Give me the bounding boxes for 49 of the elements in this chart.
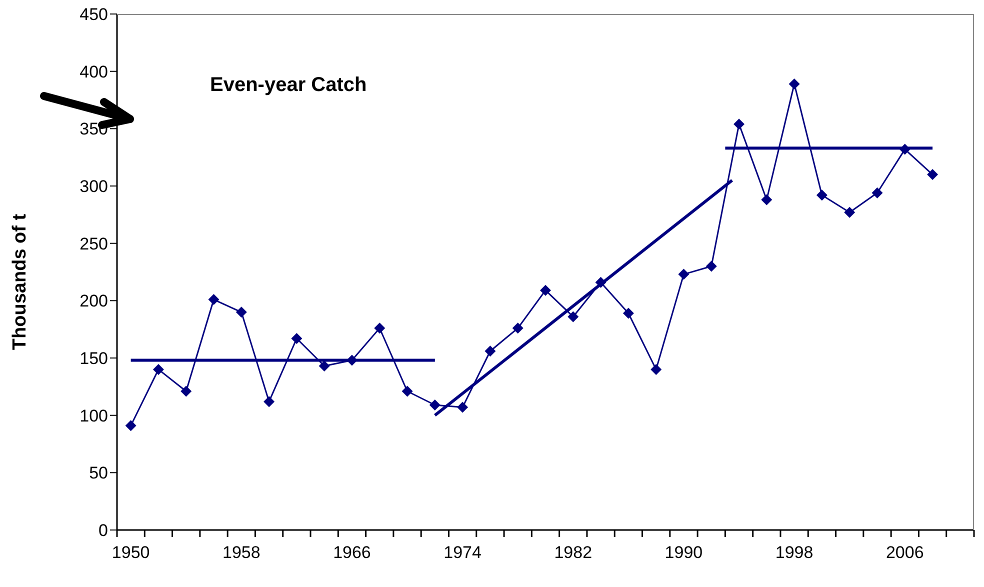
y-tick-label: 300 (80, 177, 108, 196)
x-tick-label: 1982 (554, 543, 592, 562)
point (622, 308, 634, 319)
point (678, 268, 690, 280)
y-tick-label: 200 (80, 292, 108, 311)
x-tick-label: 1998 (775, 543, 814, 562)
x-tick-label: 1950 (112, 543, 150, 562)
point (540, 284, 551, 296)
point (291, 333, 302, 344)
point (788, 78, 800, 90)
y-tick-label: 250 (80, 234, 108, 254)
y-axis-title: Thousands of t (10, 213, 31, 350)
x-tick-label: 1958 (222, 543, 260, 562)
point (568, 311, 579, 322)
point (318, 360, 330, 372)
point (734, 118, 745, 130)
point (872, 187, 883, 198)
point (927, 169, 938, 180)
point (264, 396, 275, 408)
text: Even-year Catch (210, 74, 367, 97)
x-tick-label: 1966 (333, 543, 371, 562)
point (484, 346, 496, 357)
point (761, 194, 772, 206)
point (650, 364, 662, 375)
x-tick-label: 2006 (886, 543, 924, 562)
point (595, 276, 606, 288)
x-tick-label: 1990 (664, 543, 703, 562)
point (844, 206, 856, 218)
point (180, 386, 192, 397)
point (429, 400, 440, 411)
y-tick-label: 50 (89, 464, 108, 483)
point (816, 190, 828, 201)
y-tick-label: 400 (80, 62, 108, 82)
point (125, 420, 136, 432)
y-tick-label: 0 (98, 521, 108, 540)
point (346, 354, 358, 366)
point (374, 322, 386, 334)
point (706, 260, 717, 272)
point (457, 402, 468, 413)
point (152, 364, 164, 375)
point (208, 294, 220, 306)
x-tick-label: 1974 (444, 543, 482, 562)
point (236, 306, 247, 318)
point (899, 144, 910, 155)
y-tick-label: 100 (80, 406, 108, 426)
y-tick-label: 450 (80, 5, 108, 24)
point (512, 322, 524, 334)
point (402, 386, 413, 397)
y-tick-label: 150 (80, 349, 108, 368)
